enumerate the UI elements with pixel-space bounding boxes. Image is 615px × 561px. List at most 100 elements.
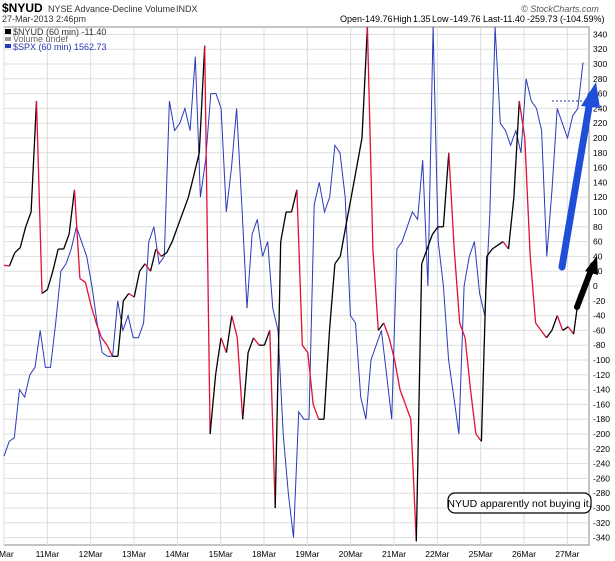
chart-datetime: 27-Mar-2013 2:46pm [2, 14, 86, 24]
nyud-segment-down [79, 278, 86, 283]
chart-title: NYSE Advance-Decline Volume [48, 4, 175, 14]
y-tick-label: 320 [593, 44, 607, 54]
nyud-segment-up [8, 252, 16, 267]
nyud-segment-up [480, 256, 488, 442]
nyud-segment-up [52, 248, 59, 272]
nyud-segment-down [383, 322, 390, 339]
nyud-segment-down [231, 315, 238, 338]
nyud-segment-up [171, 226, 179, 242]
nyud-segment-up [426, 233, 434, 250]
nyud-segment-up [122, 293, 130, 302]
nyud-segment-up [274, 241, 282, 509]
nyud-segment-down [469, 389, 477, 435]
y-tick-label: -280 [593, 488, 610, 498]
nyud-segment-up [263, 330, 271, 346]
nyud-segment-up [166, 241, 173, 253]
x-tick-label: 13Mar [122, 549, 146, 559]
nyud-segment-down [106, 344, 114, 357]
nyud-segment-up [19, 226, 27, 248]
nyud-segment-up [30, 100, 38, 213]
nyud-segment-down [529, 256, 537, 324]
nyud-segment-up [14, 247, 21, 254]
stat-high-value: 1.35 [413, 14, 431, 24]
nyud-segment-down [556, 315, 564, 331]
nyud-segment-up [551, 315, 558, 331]
y-tick-label: -300 [593, 503, 610, 513]
nyud-segment-up [68, 189, 76, 235]
nyud-segment-down [296, 189, 303, 346]
x-tick-label: 15Mar [209, 549, 233, 559]
y-tick-label: 40 [593, 251, 603, 261]
nyud-segment-up [63, 233, 70, 250]
nyud-segment-down [535, 322, 542, 331]
nyud-segment-up [339, 226, 347, 257]
y-tick-label: 340 [593, 29, 607, 39]
y-tick-label: 60 [593, 237, 603, 247]
nyud-segment-up [562, 326, 569, 331]
stat-low-value: -149.76 [450, 14, 481, 24]
nyud-segment-up [334, 256, 341, 265]
nyud-segment-down [399, 389, 407, 405]
nyud-segment-up [187, 174, 195, 198]
blue-up-arrow-icon [558, 82, 600, 271]
nyud-segment-down [366, 26, 374, 250]
stat-open-value: -149.76 [362, 14, 393, 24]
nyud-segment-up [225, 315, 233, 353]
black-up-arrow-icon [574, 256, 598, 310]
legend-volume: Volume undef [13, 34, 69, 44]
x-tick-label: 12Mar [79, 549, 103, 559]
nyud-segment-up [117, 300, 124, 357]
y-tick-label: -180 [593, 414, 610, 424]
nyud-segment-down [475, 433, 482, 442]
x-tick-label: 22Mar [425, 549, 449, 559]
y-tick-label: 100 [593, 207, 607, 217]
y-tick-label: -20 [593, 296, 606, 306]
y-tick-label: 280 [593, 74, 607, 84]
stats-bar: Open -149.76 High 1.35 Low -149.76 Last … [340, 14, 605, 24]
y-tick-label: -140 [593, 385, 610, 395]
nyud-segment-down [524, 137, 531, 257]
y-tick-label: 180 [593, 148, 607, 158]
nyud-segment-down [73, 189, 81, 279]
legend-swatch-nyud [5, 29, 11, 34]
nyud-segment-down [252, 337, 260, 346]
y-tick-label: -340 [593, 533, 610, 543]
y-tick-label: 120 [593, 192, 607, 202]
y-tick-label: -200 [593, 429, 610, 439]
nyud-segment-up [133, 271, 141, 298]
stat-change-value: -259.73 (-104.59%) [527, 14, 605, 24]
grid-lines [3, 27, 589, 545]
nyud-segment-up [507, 197, 515, 250]
x-tick-label: 11Mar [36, 549, 60, 559]
nyud-segment-down [128, 292, 135, 298]
nyud-segment-up [247, 337, 255, 353]
y-tick-label: 160 [593, 163, 607, 173]
nyud-segment-down [220, 337, 228, 353]
nyud-segment-up [176, 211, 184, 228]
y-tick-label: -80 [593, 340, 606, 350]
y-tick-label: 200 [593, 133, 607, 143]
annotation-box [447, 492, 592, 514]
nyud-segment-down [307, 352, 314, 405]
y-tick-label: 220 [593, 118, 607, 128]
stat-last-label: Last [483, 14, 501, 24]
nyud-segment-down [90, 304, 97, 324]
nyud-segment-up [431, 226, 439, 235]
y-tick-label: 0 [593, 281, 598, 291]
y-tick-label: -60 [593, 325, 606, 335]
nyud-segment-down [35, 100, 43, 294]
nyud-segment-up [361, 26, 369, 139]
nyud-segment-up [415, 263, 423, 542]
y-tick-label: 20 [593, 266, 603, 276]
nyud-segment-down [404, 404, 412, 420]
nyud-segment-up [198, 45, 206, 153]
nyud-segment-up [328, 263, 336, 331]
nyud-segment-up [280, 211, 287, 242]
x-tick-label: 8Mar [0, 549, 14, 559]
nyud-segment-down [204, 45, 211, 435]
nyud-segment-up [209, 374, 217, 435]
y-tick-label: -240 [593, 459, 610, 469]
series-layer [3, 26, 584, 542]
nyud-segment-down [518, 100, 526, 139]
